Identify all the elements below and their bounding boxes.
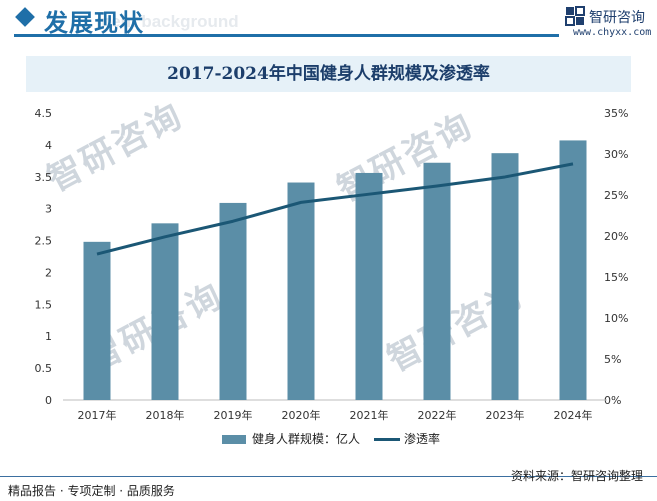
chart-title: 2017-2024年中国健身人群规模及渗透率 [167,64,490,84]
y-axis-tick-label: 0.5 [35,362,53,375]
x-axis-tick-label: 2021年 [350,408,389,422]
y-axis-tick-label: 3 [45,203,52,216]
legend-swatch-bar [222,435,246,444]
legend-label-bar: 健身人群规模：亿人 [252,432,361,446]
y-axis-tick-label: 4 [45,139,52,152]
y2-axis-tick-label: 35% [604,107,628,120]
y2-axis-tick-label: 5% [604,353,621,366]
bar-fitness-population [355,172,383,400]
bar-fitness-population [83,241,111,400]
source-note: 资料来源：智研咨询整理 [510,469,643,483]
y2-axis-tick-label: 30% [604,148,628,161]
bar-fitness-population [219,202,247,400]
y2-axis-tick-label: 25% [604,189,628,202]
y-axis-tick-label: 1 [45,330,52,343]
section-watermark: ment background [96,12,239,31]
section-header: ment background 发展现状 智研咨询 www.chyxx.com [0,0,657,42]
bar-fitness-population [423,162,451,400]
x-axis-tick-label: 2017年 [78,408,117,422]
title-underline [14,34,559,37]
y-axis-tick-label: 2 [45,266,52,279]
x-axis-tick-label: 2019年 [214,408,253,422]
y2-axis-tick-label: 0% [604,394,621,407]
y2-axis-tick-label: 20% [604,230,628,243]
chart-title-band [26,56,631,92]
footer-tagline: 精品报告 · 专项定制 · 品质服务 [8,484,175,498]
series-line-penetration [96,162,574,256]
legend-label-line: 渗透率 [404,432,441,446]
chart-legend: 健身人群规模：亿人 渗透率 [0,430,657,450]
x-axis-tick-label: 2020年 [282,408,321,422]
y-axis-tick-label: 1.5 [35,298,53,311]
bar-fitness-population [491,153,519,400]
y-axis-tick-label: 0 [45,394,52,407]
y2-axis-tick-label: 10% [604,312,628,325]
x-axis-tick-label: 2024年 [554,408,593,422]
bar-fitness-population [559,140,587,400]
x-axis-tick-label: 2023年 [486,408,525,422]
bar-fitness-population [287,182,315,400]
brand-name: 智研咨询 [589,10,645,26]
y-axis-tick-label: 2.5 [35,235,53,248]
y-axis-tick-label: 3.5 [35,171,53,184]
brand-url: www.chyxx.com [573,27,652,38]
x-axis-tick-label: 2022年 [418,408,457,422]
y-axis-tick-label: 4.5 [35,107,53,120]
footer-divider [0,476,657,477]
x-axis-tick-label: 2018年 [146,408,185,422]
section-title: 发展现状 [44,9,144,37]
y2-axis-tick-label: 15% [604,271,628,284]
zhiyan-logo-icon [565,6,585,26]
legend-swatch-line [374,438,400,441]
bar-fitness-population [151,223,179,400]
